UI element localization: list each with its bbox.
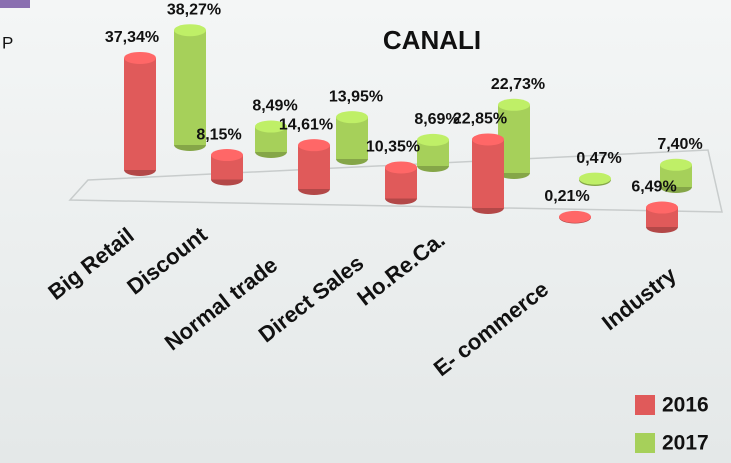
cylinder-top — [298, 139, 330, 152]
cylinder — [336, 111, 368, 165]
value-label: 22,85% — [453, 111, 507, 128]
corner-text: P — [2, 33, 13, 52]
plot: 38,27% 8,49% 13,95% 8,69% 22,73% 0,47% 7,40% 37… — [105, 1, 703, 233]
cylinder-top — [385, 161, 417, 174]
value-label: 0,47% — [576, 150, 621, 167]
cylinder — [174, 24, 206, 151]
value-label: 7,40% — [657, 136, 702, 153]
value-label: 38,27% — [167, 1, 221, 18]
value-label: 22,73% — [491, 76, 545, 93]
legend-label: 2017 — [662, 432, 709, 455]
value-label: 6,49% — [631, 179, 676, 196]
cylinder — [124, 51, 156, 176]
cylinder-top — [336, 111, 368, 124]
value-label: 0,21% — [544, 188, 589, 205]
cylinder-top — [472, 133, 504, 146]
cylinder-top — [417, 133, 449, 146]
legend-label: 2016 — [662, 394, 709, 417]
cylinder — [559, 210, 591, 224]
cylinder — [385, 161, 417, 205]
cylinder — [472, 133, 504, 214]
cylinder-body — [298, 145, 330, 189]
cylinder-top — [124, 51, 156, 64]
cylinder-body — [124, 57, 156, 171]
cylinder-body — [336, 117, 368, 159]
cylinder-top — [646, 201, 678, 214]
chart-title: CANALI — [383, 25, 481, 55]
cylinder — [660, 158, 692, 193]
cylinder — [498, 98, 530, 179]
cylinder-top — [660, 158, 692, 171]
cylinder-top — [498, 98, 530, 111]
value-label: 13,95% — [329, 88, 383, 105]
cylinder-body — [472, 139, 504, 208]
value-label: 8,15% — [196, 126, 241, 143]
cylinder-top — [211, 149, 243, 162]
cylinder — [298, 139, 330, 195]
cylinder-top — [174, 24, 206, 37]
cylinder-top — [255, 120, 287, 133]
legend-swatch — [635, 395, 655, 415]
cylinder-body — [174, 30, 206, 145]
value-label: 8,69% — [414, 111, 459, 128]
cylinder-top — [579, 172, 611, 185]
cylinder — [579, 172, 611, 186]
cylinder — [211, 149, 243, 186]
cylinder-body — [660, 164, 692, 187]
cylinder — [646, 201, 678, 233]
corner-tab — [0, 0, 30, 8]
cylinder — [417, 133, 449, 172]
value-label: 37,34% — [105, 29, 159, 46]
cylinder-top — [559, 210, 591, 223]
value-label: 8,49% — [252, 98, 297, 115]
value-label: 10,35% — [366, 139, 420, 156]
legend-swatch — [635, 433, 655, 453]
cylinder — [255, 120, 287, 158]
value-label: 14,61% — [279, 116, 333, 133]
